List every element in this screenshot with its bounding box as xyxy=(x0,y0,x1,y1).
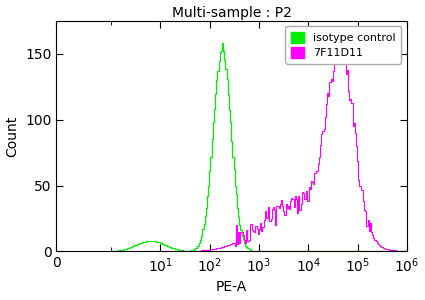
Y-axis label: Count: Count xyxy=(6,116,20,157)
Title: Multi-sample : P2: Multi-sample : P2 xyxy=(172,6,292,20)
Legend: isotype control, 7F11D11: isotype control, 7F11D11 xyxy=(285,26,401,64)
X-axis label: PE-A: PE-A xyxy=(216,280,247,294)
